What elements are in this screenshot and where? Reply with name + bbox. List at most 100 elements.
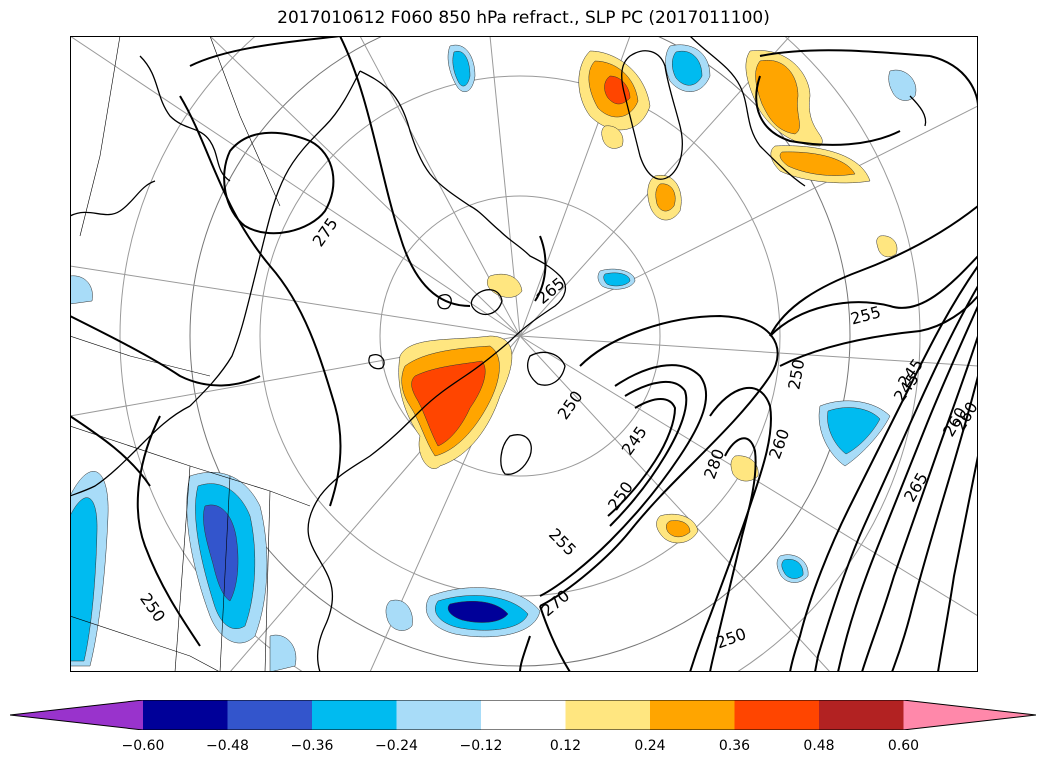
isobar [539,364,708,597]
negative-anomaly-region [827,407,881,455]
isobar [861,335,978,672]
isobar [539,314,779,607]
border-line [70,335,211,377]
isobar [814,285,978,672]
colorbar-tick-label: 0.12 [549,738,582,754]
colorbar [10,700,1036,730]
positive-anomaly-region [601,125,624,149]
negative-anomaly-region [385,599,413,631]
positive-anomaly-region [755,59,800,135]
coastline [307,495,334,672]
coastline [437,294,452,310]
coastlines [70,36,927,672]
colorbar-segments [10,700,1036,730]
coastline [621,50,683,180]
negative-anomaly-region [203,504,239,602]
colorbar-segment [819,700,904,730]
isobar [70,315,261,387]
isobar [223,131,335,235]
border-line [264,490,271,672]
latitude-circle [379,195,661,477]
meridian [519,335,831,672]
colorbar-segment [143,700,228,730]
colorbar-segment [734,700,820,730]
isobar [179,95,342,507]
map-panel: 275 265 255 250 245 260 280 250 260 250 … [70,36,978,672]
colorbar-tick-label: −0.24 [375,738,418,754]
colorbar-tick-label: −0.36 [290,738,334,754]
coastline [319,70,567,497]
positive-anomaly-region [876,235,898,258]
meridian [70,36,521,337]
colorbar-segment [650,700,735,730]
positive-anomaly-region [411,360,486,447]
positive-anomaly-region [730,455,759,482]
colorbar-tick-label: 0.24 [634,738,666,754]
negative-anomaly-region [70,497,98,662]
negative-anomaly-region [70,275,93,305]
colorbar-segment [481,700,566,730]
positive-anomaly-region [666,520,691,538]
coastline [139,55,231,182]
isobar [534,235,547,302]
latitude-circle [119,36,921,672]
negative-anomaly-region [888,69,917,101]
negative-anomaly-region [603,272,631,287]
isobar [189,36,341,67]
isobar [769,255,978,337]
positive-anomaly-region [779,151,856,176]
isobar [539,605,571,672]
isobar [755,75,901,146]
negative-anomaly-region [269,634,297,672]
border-line [174,465,191,672]
colorbar-segment [565,700,651,730]
isobar [70,415,151,487]
political-borders [70,36,311,672]
isobar [837,305,978,672]
coastline [909,95,927,127]
refractivity-shading [70,44,917,672]
negative-anomaly-region [447,601,509,623]
isobar [709,437,757,672]
positive-anomaly-region [655,183,676,212]
colorbar-segment [312,700,397,730]
coastline [470,289,503,315]
isobar [779,295,978,367]
colorbar-tick-label: −0.48 [206,738,249,754]
colorbar-tick-label: −0.12 [459,738,503,754]
map-frame [70,36,978,672]
colorbar-tick-label: 0.36 [718,738,751,754]
isobar [891,375,978,672]
isobar [769,205,978,337]
border-line [70,615,221,672]
colorbar-tick-label: 0.48 [803,738,835,754]
coastline [368,354,385,370]
isobar [789,265,978,672]
isobar [937,455,978,672]
slp-contours [70,36,978,672]
isobar [519,635,531,672]
negative-anomaly-region [672,50,703,86]
meridian [209,36,521,337]
isobar [136,415,201,647]
colorbar-extend-high [903,700,1036,730]
plot-title: 2017010612 F060 850 hPa refract., SLP PC… [277,8,770,28]
colorbar-segment [396,700,482,730]
coastline [500,434,532,475]
negative-anomaly-region [452,50,471,87]
coastline [527,351,566,386]
coastline [689,36,806,187]
meridian [519,335,978,367]
colorbar-extend-low [10,700,143,730]
border-line [219,475,231,672]
border-line [209,36,281,207]
isobar [759,49,931,57]
colorbar-segment [227,700,313,730]
colorbar-tick-label: −0.60 [121,738,165,754]
colorbar-tick-label: 0.60 [887,738,920,754]
positive-anomaly-region [604,75,631,105]
negative-anomaly-region [781,559,804,579]
coastline [70,180,156,217]
coastline [189,70,361,407]
coastline [70,405,191,497]
